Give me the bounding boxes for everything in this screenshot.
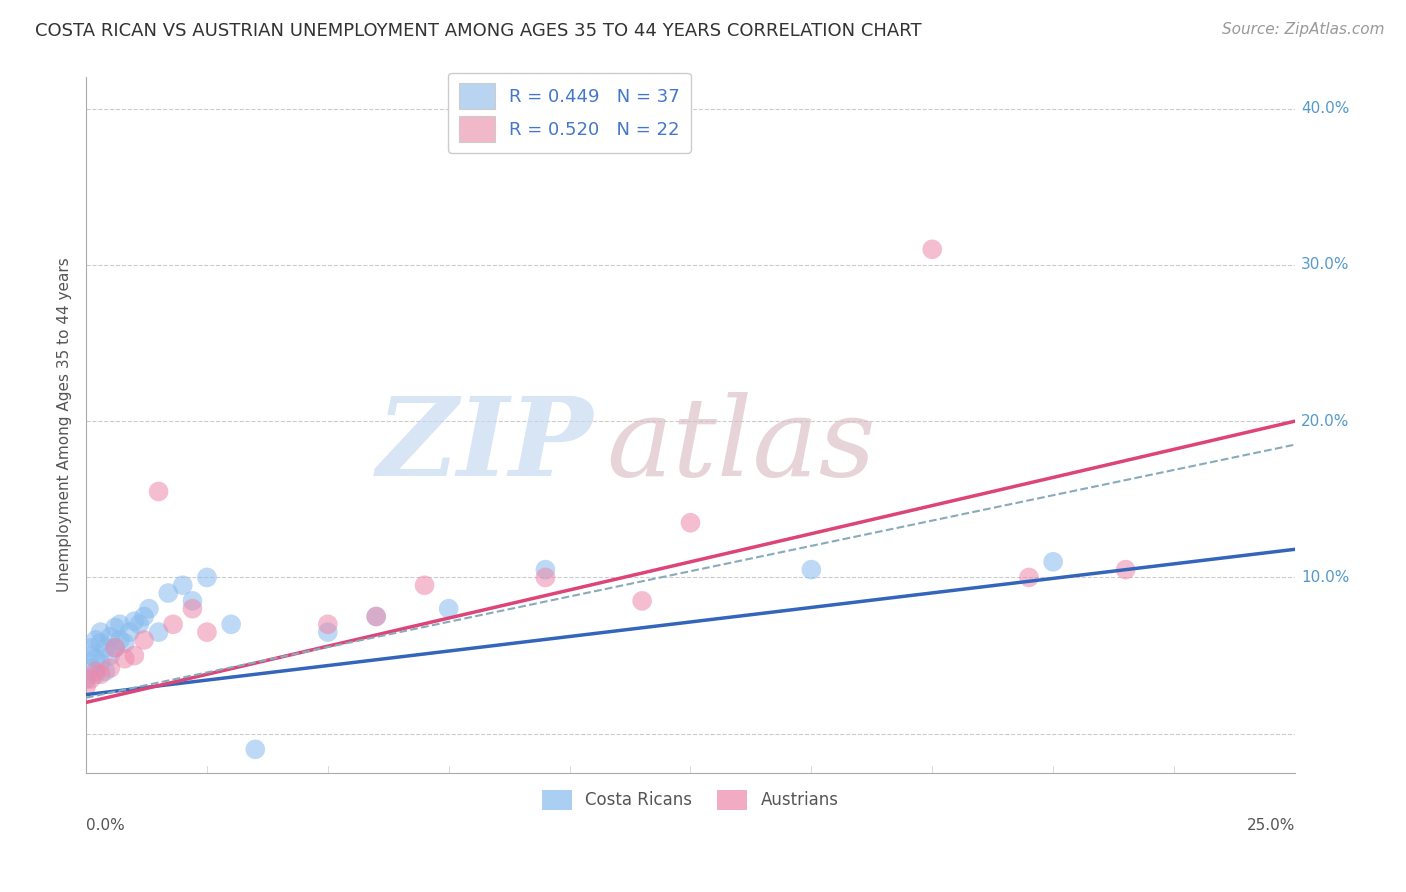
Point <box>316 625 339 640</box>
Text: 10.0%: 10.0% <box>1301 570 1350 585</box>
Point <box>114 651 136 665</box>
Point <box>800 563 823 577</box>
Point <box>90 667 112 681</box>
Point <box>631 594 654 608</box>
Point <box>1115 563 1137 577</box>
Point <box>98 661 121 675</box>
Point <box>84 667 107 681</box>
Point <box>94 640 117 655</box>
Point <box>104 640 127 655</box>
Point <box>75 672 97 686</box>
Point <box>172 578 194 592</box>
Text: 40.0%: 40.0% <box>1301 101 1350 116</box>
Text: 25.0%: 25.0% <box>1247 818 1295 833</box>
Point <box>84 651 107 665</box>
Point <box>80 672 103 686</box>
Point <box>98 630 121 644</box>
Point <box>80 661 103 675</box>
Point <box>90 636 112 650</box>
Point <box>84 632 107 647</box>
Point <box>75 680 97 694</box>
Point <box>98 648 121 663</box>
Text: ZIP: ZIP <box>377 392 593 500</box>
Legend: Costa Ricans, Austrians: Costa Ricans, Austrians <box>536 783 845 816</box>
Point <box>132 632 155 647</box>
Point <box>1018 570 1040 584</box>
Point <box>80 640 103 655</box>
Point <box>534 570 557 584</box>
Point <box>114 636 136 650</box>
Point <box>118 625 141 640</box>
Point <box>84 664 107 678</box>
Point <box>148 484 170 499</box>
Point <box>108 632 131 647</box>
Point <box>534 563 557 577</box>
Point <box>157 586 180 600</box>
Point <box>104 620 127 634</box>
Text: Source: ZipAtlas.com: Source: ZipAtlas.com <box>1222 22 1385 37</box>
Point <box>128 617 150 632</box>
Point <box>413 578 436 592</box>
Point <box>80 648 103 663</box>
Point <box>316 617 339 632</box>
Point <box>195 570 218 584</box>
Point <box>108 617 131 632</box>
Point <box>94 664 117 678</box>
Point <box>162 617 184 632</box>
Point <box>195 625 218 640</box>
Point <box>124 648 146 663</box>
Point <box>921 243 943 257</box>
Text: 0.0%: 0.0% <box>86 818 125 833</box>
Text: atlas: atlas <box>606 392 876 500</box>
Point <box>148 625 170 640</box>
Text: COSTA RICAN VS AUSTRIAN UNEMPLOYMENT AMONG AGES 35 TO 44 YEARS CORRELATION CHART: COSTA RICAN VS AUSTRIAN UNEMPLOYMENT AMO… <box>35 22 922 40</box>
Point <box>124 614 146 628</box>
Point <box>181 594 204 608</box>
Text: 30.0%: 30.0% <box>1301 258 1350 272</box>
Point <box>138 601 160 615</box>
Point <box>366 609 388 624</box>
Point <box>219 617 242 632</box>
Point <box>90 657 112 671</box>
Point <box>1042 555 1064 569</box>
Point <box>104 640 127 655</box>
Point <box>366 609 388 624</box>
Point <box>245 742 267 756</box>
Point <box>181 601 204 615</box>
Point <box>132 609 155 624</box>
Point <box>90 625 112 640</box>
Y-axis label: Unemployment Among Ages 35 to 44 years: Unemployment Among Ages 35 to 44 years <box>58 258 72 592</box>
Text: 20.0%: 20.0% <box>1301 414 1350 429</box>
Point <box>679 516 702 530</box>
Point <box>437 601 460 615</box>
